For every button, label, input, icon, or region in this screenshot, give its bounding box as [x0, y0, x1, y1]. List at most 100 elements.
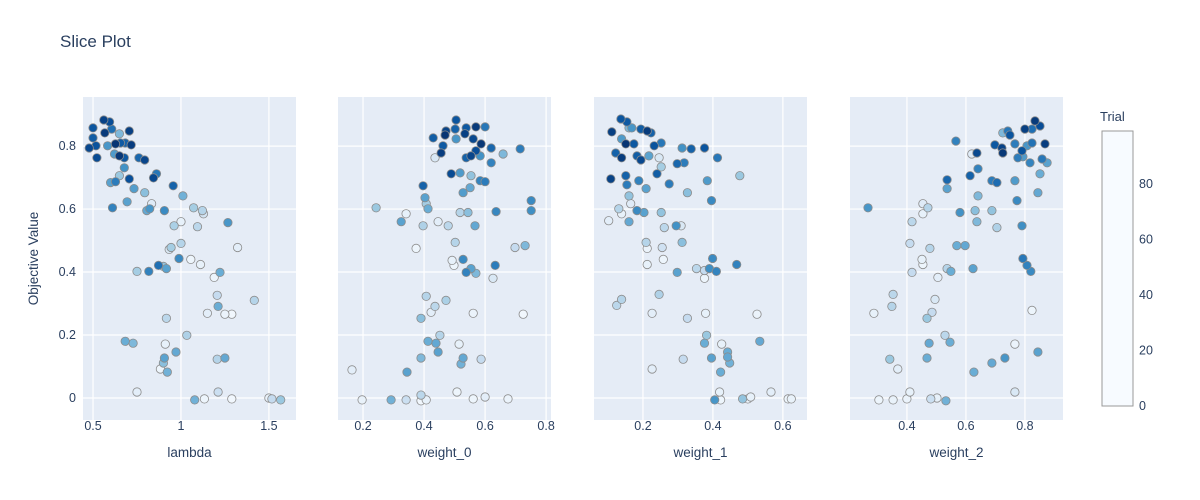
trial-point[interactable] — [647, 364, 657, 374]
trial-point[interactable] — [161, 313, 171, 323]
trial-point[interactable] — [430, 301, 440, 311]
trial-point[interactable] — [960, 241, 970, 251]
trial-point[interactable] — [1013, 153, 1023, 163]
trial-point[interactable] — [144, 266, 154, 276]
trial-point[interactable] — [614, 204, 624, 214]
trial-point[interactable] — [952, 241, 962, 251]
trial-point[interactable] — [940, 330, 950, 340]
trial-point[interactable] — [84, 143, 94, 153]
trial-point[interactable] — [965, 171, 975, 181]
trial-point[interactable] — [686, 144, 696, 154]
trial-point[interactable] — [110, 177, 121, 187]
trial-point[interactable] — [490, 260, 500, 270]
trial-point[interactable] — [682, 188, 693, 198]
trial-point[interactable] — [659, 223, 669, 233]
trial-point[interactable] — [110, 139, 121, 149]
trial-point[interactable] — [421, 291, 431, 301]
trial-point[interactable] — [649, 141, 659, 151]
trial-point[interactable] — [970, 206, 980, 216]
trial-point[interactable] — [907, 267, 917, 277]
trial-point[interactable] — [604, 216, 614, 226]
trial-point[interactable] — [887, 301, 897, 311]
trial-point[interactable] — [161, 263, 171, 274]
trial-point[interactable] — [526, 206, 536, 216]
trial-point[interactable] — [435, 330, 445, 340]
trial-point[interactable] — [972, 217, 982, 227]
trial-point[interactable] — [518, 309, 528, 319]
trial-point[interactable] — [186, 254, 196, 264]
trial-point[interactable] — [654, 289, 664, 299]
trial-point[interactable] — [452, 387, 462, 397]
trial-point[interactable] — [711, 266, 722, 276]
trial-point[interactable] — [942, 175, 952, 185]
trial-point[interactable] — [411, 243, 421, 253]
trial-point[interactable] — [1033, 347, 1043, 357]
trial-point[interactable] — [677, 143, 687, 153]
trial-point[interactable] — [433, 347, 443, 357]
trial-point[interactable] — [476, 139, 486, 149]
trial-point[interactable] — [480, 122, 490, 132]
trial-point[interactable] — [455, 207, 465, 218]
trial-point[interactable] — [647, 308, 657, 318]
trial-point[interactable] — [199, 394, 209, 404]
trial-point[interactable] — [1040, 139, 1050, 149]
trial-point[interactable] — [140, 155, 150, 165]
trial-point[interactable] — [1020, 124, 1030, 134]
trial-point[interactable] — [515, 144, 525, 154]
trial-point[interactable] — [468, 308, 478, 318]
trial-point[interactable] — [178, 191, 188, 201]
trial-point[interactable] — [458, 254, 468, 264]
trial-point[interactable] — [632, 206, 642, 216]
trial-point[interactable] — [992, 178, 1002, 188]
trial-point[interactable] — [732, 259, 742, 270]
trial-point[interactable] — [746, 392, 756, 402]
trial-point[interactable] — [103, 141, 113, 151]
trial-point[interactable] — [124, 126, 134, 136]
trial-point[interactable] — [968, 263, 978, 274]
trial-point[interactable] — [656, 162, 666, 172]
trial-point[interactable] — [371, 203, 381, 213]
trial-point[interactable] — [171, 347, 181, 357]
trial-point[interactable] — [510, 242, 520, 253]
trial-point[interactable] — [656, 207, 666, 218]
trial-point[interactable] — [987, 206, 997, 216]
trial-point[interactable] — [213, 387, 223, 397]
trial-point[interactable] — [122, 197, 132, 207]
trial-point[interactable] — [126, 140, 136, 150]
trial-point[interactable] — [924, 338, 934, 348]
trial-point[interactable] — [458, 353, 468, 363]
trial-point[interactable] — [1017, 146, 1027, 156]
trial-point[interactable] — [1025, 158, 1035, 168]
trial-point[interactable] — [869, 308, 879, 318]
trial-point[interactable] — [634, 176, 644, 186]
trial-point[interactable] — [752, 309, 762, 319]
trial-point[interactable] — [682, 313, 693, 323]
trial-point[interactable] — [480, 392, 490, 402]
trial-point[interactable] — [735, 171, 745, 181]
trial-point[interactable] — [658, 254, 668, 264]
trial-point[interactable] — [440, 130, 450, 140]
trial-point[interactable] — [213, 301, 223, 311]
trial-point[interactable] — [973, 164, 983, 174]
trial-point[interactable] — [488, 273, 498, 283]
trial-point[interactable] — [209, 272, 219, 282]
trial-point[interactable] — [189, 203, 199, 213]
trial-point[interactable] — [641, 184, 651, 194]
trial-point[interactable] — [922, 353, 932, 363]
trial-point[interactable] — [699, 338, 710, 348]
trial-point[interactable] — [621, 139, 631, 149]
trial-point[interactable] — [468, 134, 478, 144]
trial-point[interactable] — [129, 184, 139, 194]
trial-point[interactable] — [107, 203, 118, 213]
trial-point[interactable] — [755, 336, 765, 346]
trial-point[interactable] — [466, 151, 476, 161]
trial-point[interactable] — [1010, 339, 1020, 349]
trial-point[interactable] — [616, 294, 627, 304]
trial-point[interactable] — [202, 308, 212, 318]
trial-point[interactable] — [220, 353, 230, 363]
trial-point[interactable] — [159, 206, 169, 216]
trial-point[interactable] — [786, 394, 796, 404]
trial-point[interactable] — [418, 181, 428, 191]
trial-point[interactable] — [702, 176, 712, 186]
trial-point[interactable] — [220, 309, 230, 319]
